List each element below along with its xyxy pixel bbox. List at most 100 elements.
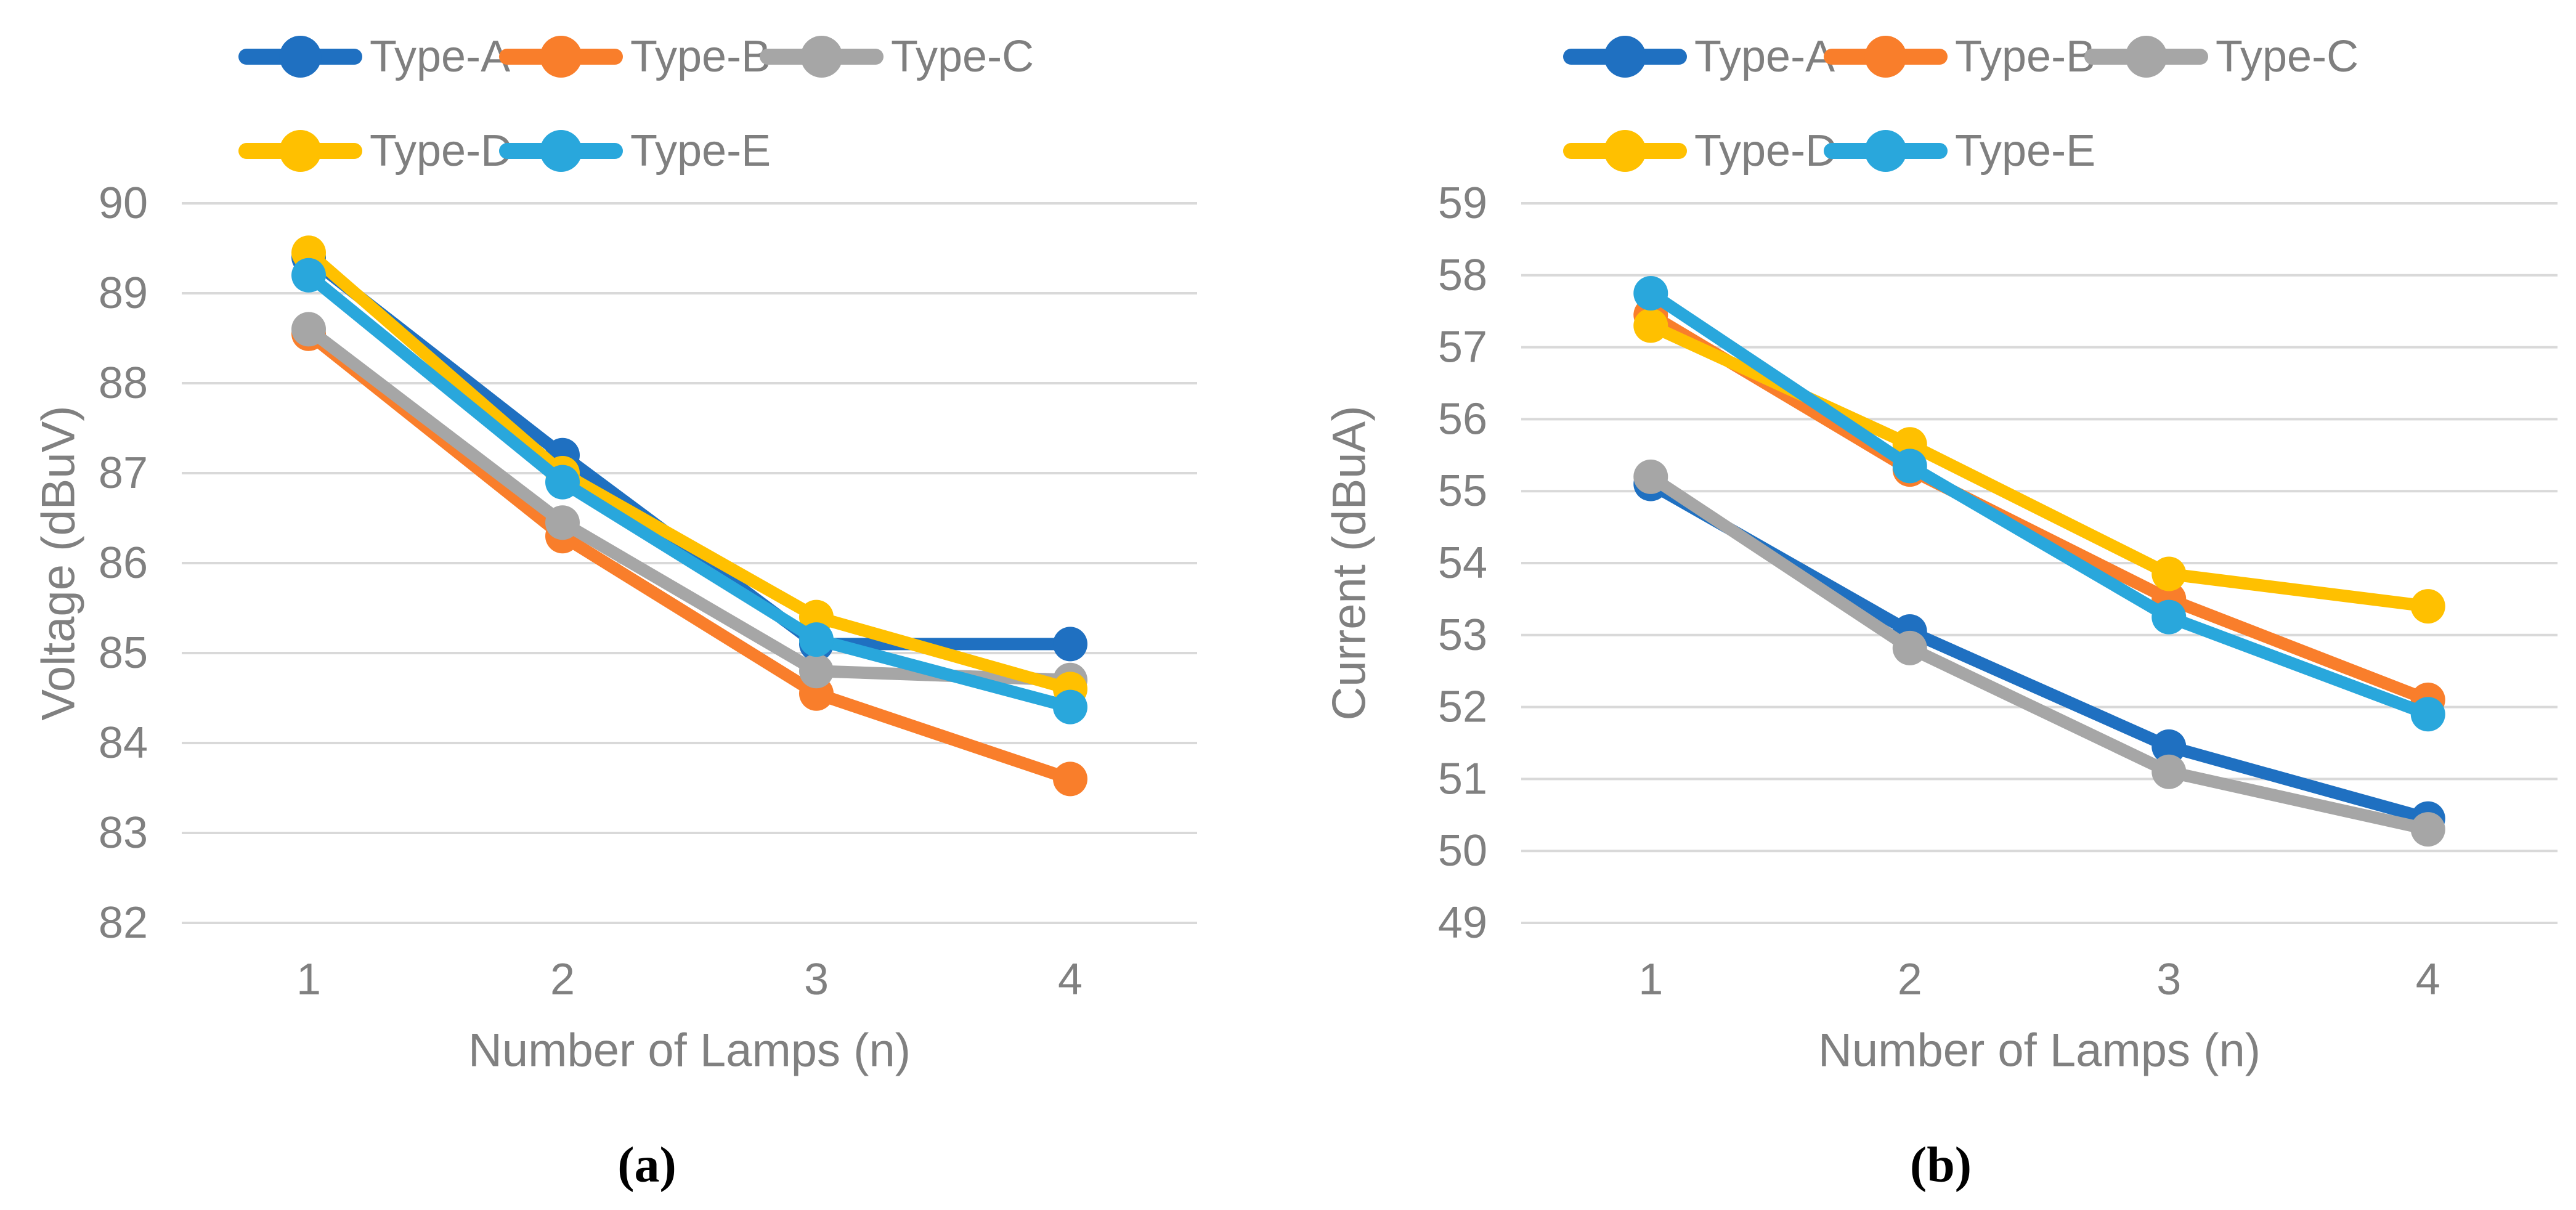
legend-item-type-c: Type-C <box>760 32 1034 81</box>
legend-label-type-b: Type-B <box>1955 32 2095 81</box>
data-point-type-d-x4 <box>2410 589 2445 624</box>
legend-label-type-c: Type-C <box>891 32 1034 81</box>
y-tick-label: 58 <box>1438 251 1487 300</box>
legend-item-type-d: Type-D <box>1563 126 1837 176</box>
series-type-a <box>1633 466 2445 836</box>
data-point-type-e-x2 <box>545 465 580 500</box>
x-axis-title: Number of Lamps (n) <box>468 1025 911 1077</box>
x-tick-label: 4 <box>2416 955 2440 1004</box>
y-tick-label: 50 <box>1438 826 1487 875</box>
data-point-type-a-x4 <box>1053 627 1087 662</box>
x-tick-label: 1 <box>296 955 321 1004</box>
y-tick-label: 84 <box>99 718 148 768</box>
data-point-type-d-x1 <box>1633 308 1668 343</box>
series-line-type-c <box>1644 470 2434 836</box>
data-point-type-c-x3 <box>2151 754 2187 789</box>
data-point-type-e-x3 <box>2151 599 2187 635</box>
gridlines <box>1521 202 2558 924</box>
x-axis-tick-labels: 1 2 3 4 <box>1638 955 2440 1004</box>
chart-panel-b: 59 58 57 56 55 54 53 52 51 50 49 Current (dBuA) 1 2 3 4… <box>1288 0 2575 1210</box>
legend-item-type-b: Type-B <box>499 32 771 81</box>
legend-label-type-a: Type-A <box>370 32 510 81</box>
data-point-type-e-x3 <box>799 622 834 657</box>
y-tick-label: 55 <box>1438 466 1487 516</box>
series-type-e <box>291 258 1087 725</box>
y-tick-label: 52 <box>1438 683 1487 732</box>
y-tick-label: 57 <box>1438 323 1487 372</box>
y-tick-label: 54 <box>1438 538 1487 588</box>
chart-panel-a: 90 89 88 87 86 85 84 83 82 Voltage (dBuV) 1 2 3 4 Numb… <box>33 32 1197 1193</box>
data-point-type-c-x4 <box>2410 812 2445 847</box>
data-point-type-d-x3 <box>2151 556 2187 591</box>
series-line-type-e <box>303 269 1076 713</box>
series-type-e <box>1633 276 2445 732</box>
legend-marker-dot-type-c <box>2125 36 2168 78</box>
data-point-type-e-x4 <box>1053 689 1087 725</box>
y-tick-label: 83 <box>99 808 148 858</box>
legend: Type-A Type-B Type-C Type-D Type-E <box>1563 32 2359 176</box>
series-line-type-b <box>1644 309 2434 706</box>
y-axis-title: Current (dBuA) <box>1323 405 1376 720</box>
legend-item-type-b: Type-B <box>1824 32 2095 81</box>
x-axis-title: Number of Lamps (n) <box>1818 1025 2261 1077</box>
legend: Type-A Type-B Type-C Type-D Type-E <box>238 32 1034 176</box>
panel-caption-b: (b) <box>1910 1137 1972 1193</box>
y-tick-label: 51 <box>1438 754 1487 803</box>
chart-a-svg: 90 89 88 87 86 85 84 83 82 Voltage (dBuV) 1 2 3 4 Numb… <box>33 32 1197 1193</box>
legend-marker-dot-type-d <box>279 130 322 172</box>
series-line-type-a <box>303 251 1076 651</box>
x-tick-label: 4 <box>1058 955 1083 1004</box>
x-tick-label: 3 <box>2156 955 2181 1004</box>
legend-marker-dot-type-a <box>1604 36 1646 78</box>
data-point-type-b-x4 <box>1053 761 1087 797</box>
y-tick-label: 56 <box>1438 394 1487 444</box>
panel-caption-a: (a) <box>617 1137 677 1193</box>
y-tick-label: 88 <box>99 359 148 408</box>
y-axis-tick-labels: 59 58 57 56 55 54 53 52 51 50 49 <box>1438 179 1487 948</box>
legend-label-type-e: Type-E <box>1955 126 2095 176</box>
y-tick-label: 82 <box>99 898 148 948</box>
legend-item-type-a: Type-A <box>238 32 510 81</box>
x-tick-label: 1 <box>1638 955 1663 1004</box>
legend-label-type-c: Type-C <box>2216 32 2359 81</box>
legend-marker-dot-type-a <box>279 36 322 78</box>
legend-item-type-c: Type-C <box>2084 32 2359 81</box>
legend-label-type-d: Type-D <box>1694 126 1837 176</box>
legend-marker-dot-type-b <box>540 36 582 78</box>
legend-item-type-e: Type-E <box>1824 126 2095 176</box>
y-tick-label: 85 <box>99 628 148 678</box>
x-tick-label: 3 <box>804 955 829 1004</box>
y-axis-tick-labels: 90 89 88 87 86 85 84 83 82 <box>99 179 148 948</box>
legend-item-type-d: Type-D <box>238 126 513 176</box>
legend-item-type-e: Type-E <box>499 126 771 176</box>
data-point-type-e-x2 <box>1892 449 1927 484</box>
legend-label-type-b: Type-B <box>630 32 771 81</box>
data-point-type-e-x1 <box>1633 276 1668 311</box>
x-tick-label: 2 <box>550 955 575 1004</box>
data-point-type-e-x4 <box>2410 697 2445 732</box>
series-line-type-e <box>1644 287 2434 721</box>
legend-marker-dot-type-d <box>1604 130 1646 172</box>
legend-label-type-e: Type-E <box>630 126 771 176</box>
x-axis-tick-labels: 1 2 3 4 <box>296 955 1083 1004</box>
data-point-type-c-x1 <box>1633 459 1668 494</box>
legend-marker-dot-type-b <box>1864 36 1907 78</box>
data-point-type-e-x1 <box>291 258 326 293</box>
legend-label-type-a: Type-A <box>1694 32 1835 81</box>
y-tick-label: 87 <box>99 449 148 498</box>
series-line-type-b <box>303 327 1076 786</box>
legend-label-type-d: Type-D <box>370 126 513 176</box>
y-tick-label: 86 <box>99 538 148 588</box>
data-point-type-c-x2 <box>545 505 580 540</box>
series-line-type-c <box>303 323 1076 686</box>
y-tick-label: 53 <box>1438 611 1487 660</box>
y-tick-label: 49 <box>1438 898 1487 948</box>
data-point-type-a-x3 <box>2151 729 2187 764</box>
series-line-type-d <box>303 246 1076 696</box>
y-tick-label: 90 <box>99 179 148 228</box>
legend-marker-dot-type-e <box>540 130 582 172</box>
y-axis-title: Voltage (dBuV) <box>33 405 85 720</box>
series-type-d <box>291 235 1087 707</box>
series-type-c <box>1633 459 2445 847</box>
